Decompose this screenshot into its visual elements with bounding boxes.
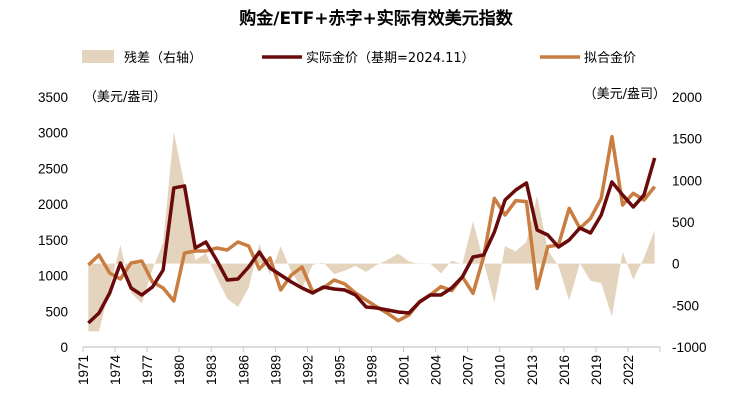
x-tick-label: 1992 — [300, 355, 315, 385]
x-tick-label: 1977 — [140, 355, 155, 385]
x-tick-label: 1974 — [108, 355, 123, 386]
left-y-tick-label: 3500 — [38, 90, 68, 105]
right-y-tick-label: 1500 — [672, 132, 702, 147]
left-y-tick-label: 0 — [60, 340, 68, 355]
right-y-tick-label: 2000 — [672, 90, 702, 105]
x-tick-label: 2022 — [621, 355, 636, 385]
x-tick-label: 2001 — [397, 355, 412, 385]
left-y-tick-label: 500 — [45, 304, 68, 319]
x-tick-label: 2019 — [589, 355, 604, 385]
x-tick-label: 2016 — [557, 355, 572, 385]
right-y-tick-label: 500 — [672, 215, 695, 230]
left-y-tick-label: 2500 — [38, 161, 68, 176]
legend-swatch-residual — [82, 50, 114, 63]
right-y-tick-label: -1000 — [672, 340, 707, 355]
right-y-tick-label: 0 — [672, 257, 680, 272]
left-y-tick-label: 1500 — [38, 233, 68, 248]
x-tick-label: 1980 — [172, 355, 187, 385]
legend-label-residual: 残差（右轴） — [124, 51, 202, 66]
right-y-tick-label: -500 — [672, 298, 699, 313]
x-tick-label: 2004 — [429, 355, 444, 386]
x-tick-label: 1983 — [204, 355, 219, 385]
left-y-tick-label: 2000 — [38, 197, 68, 212]
x-tick-label: 2007 — [461, 355, 476, 385]
real-gold-line — [87, 157, 657, 325]
left-axis-unit: （美元/盎司） — [84, 90, 166, 105]
x-tick-label: 2013 — [525, 355, 540, 385]
x-tick-label: 1971 — [76, 355, 91, 385]
left-y-tick-label: 3000 — [38, 126, 68, 141]
x-tick-label: 1998 — [365, 355, 380, 385]
chart-title: 购金/ETF+赤字+实际有效美元指数 — [239, 9, 513, 29]
left-y-tick-label: 1000 — [38, 269, 68, 284]
legend-label-fitted-gold: 拟合金价 — [584, 50, 636, 66]
x-tick-label: 2010 — [493, 355, 508, 385]
x-tick-label: 1995 — [332, 355, 347, 385]
x-tick-label: 1986 — [236, 355, 251, 385]
fitted-gold-line — [87, 134, 657, 323]
legend-label-real-gold: 实际金价（基期=2024.11） — [306, 50, 475, 66]
right-y-tick-label: 1000 — [672, 173, 702, 188]
right-axis-unit: （美元/盎司） — [584, 87, 666, 102]
x-tick-label: 1989 — [268, 355, 283, 385]
